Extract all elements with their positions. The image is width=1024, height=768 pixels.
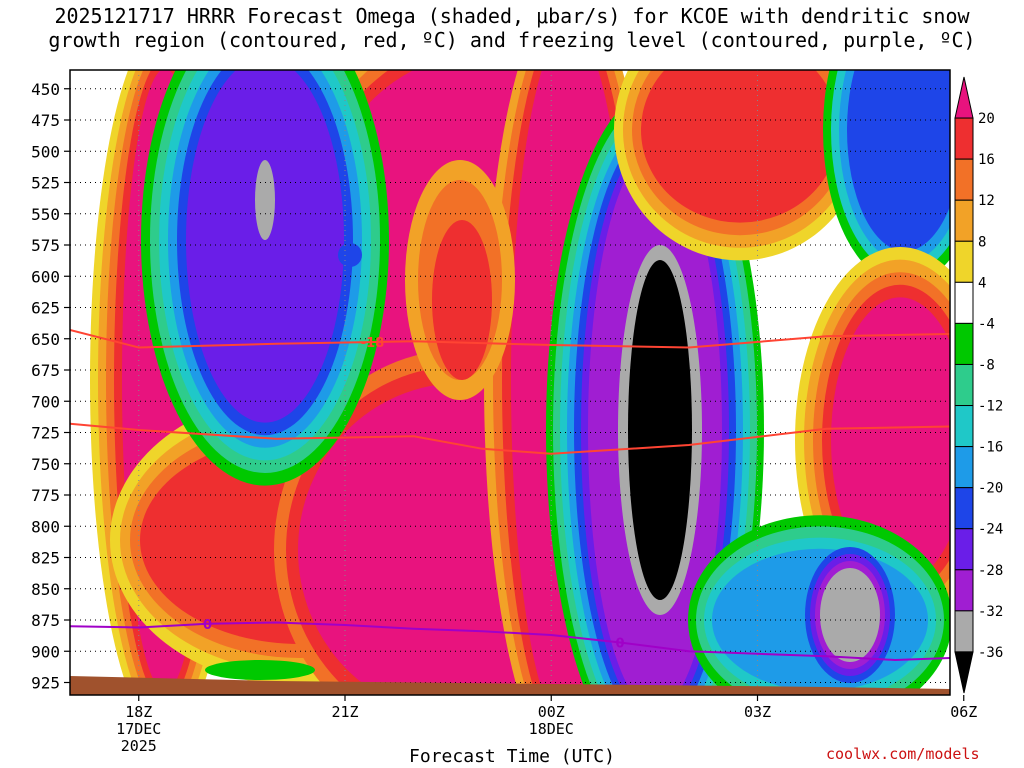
contour-line-2 bbox=[70, 621, 950, 662]
omega-shade bbox=[432, 220, 492, 380]
colorbar-label: 20 bbox=[978, 111, 995, 127]
y-tick-label: 775 bbox=[31, 486, 60, 505]
colorbar-swatch bbox=[954, 158, 974, 201]
colorbar-swatch bbox=[954, 528, 974, 571]
y-tick-label: 700 bbox=[31, 392, 60, 411]
y-tick-label: 600 bbox=[31, 267, 60, 286]
colorbar-swatch bbox=[954, 610, 974, 653]
x-tick-label: 03Z bbox=[744, 703, 771, 721]
colorbar-swatch bbox=[954, 240, 974, 283]
x-tick-label: 00Z bbox=[538, 703, 565, 721]
colorbar-swatch bbox=[954, 322, 974, 365]
colorbar-swatch bbox=[954, 199, 974, 242]
omega-shading bbox=[90, 70, 950, 695]
y-tick-label: 850 bbox=[31, 580, 60, 599]
omega-shade bbox=[641, 70, 839, 223]
x-tick-label: 21Z bbox=[331, 703, 358, 721]
colorbar-label: 4 bbox=[978, 275, 986, 291]
site-credit: coolwx.com/models bbox=[826, 745, 980, 763]
terrain-surface bbox=[70, 676, 950, 695]
y-tick-label: 675 bbox=[31, 361, 60, 380]
x-axis: 18Z17DEC202521Z00Z18DEC03Z06Z09Z bbox=[116, 695, 977, 755]
colorbar-label: 16 bbox=[978, 152, 995, 168]
title-line-2: growth region (contoured, red, ºC) and f… bbox=[48, 28, 976, 52]
omega-shade bbox=[205, 660, 315, 680]
colorbar-label: 8 bbox=[978, 234, 986, 250]
omega-shade bbox=[255, 160, 275, 240]
y-tick-label: 650 bbox=[31, 330, 60, 349]
colorbar-swatch bbox=[954, 405, 974, 448]
y-tick-label: 500 bbox=[31, 142, 60, 161]
contour-label: 0 bbox=[203, 618, 212, 633]
y-tick-label: 925 bbox=[31, 674, 60, 693]
y-tick-label: 575 bbox=[31, 236, 60, 255]
colorbar-label: -20 bbox=[978, 481, 1003, 497]
chart-title: 2025121717 HRRR Forecast Omega (shaded, … bbox=[0, 4, 1024, 52]
colorbar-label: -28 bbox=[978, 563, 1003, 579]
colorbar-swatch bbox=[954, 487, 974, 530]
x-tick-label: 18DEC bbox=[529, 720, 574, 738]
y-tick-label: 800 bbox=[31, 517, 60, 536]
omega-shade bbox=[186, 70, 344, 423]
x-tick-label: 17DEC bbox=[116, 720, 161, 738]
y-tick-label: 900 bbox=[31, 642, 60, 661]
x-tick-label: 2025 bbox=[121, 737, 157, 755]
colorbar-swatch bbox=[954, 117, 974, 160]
colorbar-label: -32 bbox=[978, 604, 1003, 620]
colorbar-swatch bbox=[954, 651, 974, 694]
colorbar-label: -8 bbox=[978, 357, 995, 373]
colorbar: 20 16 12 8 4 -4 -8 -12 -16 -20 -24 -28 -32 -36 bbox=[954, 76, 1003, 694]
colorbar-swatch bbox=[954, 363, 974, 407]
colorbar-swatch bbox=[954, 76, 974, 119]
colorbar-swatch bbox=[954, 569, 974, 612]
y-tick-label: 725 bbox=[31, 424, 60, 443]
title-line-1: 2025121717 HRRR Forecast Omega (shaded, … bbox=[54, 4, 970, 28]
y-tick-label: 750 bbox=[31, 455, 60, 474]
omega-shade bbox=[628, 260, 692, 600]
contour-line-0 bbox=[70, 329, 950, 349]
omega-shade bbox=[847, 70, 950, 252]
colorbar-label: -12 bbox=[978, 399, 1003, 415]
gridlines bbox=[70, 70, 950, 695]
contour-line-1 bbox=[70, 422, 950, 455]
colorbar-label: -36 bbox=[978, 645, 1003, 661]
y-tick-label: 525 bbox=[31, 174, 60, 193]
y-tick-label: 550 bbox=[31, 205, 60, 224]
omega-shade bbox=[338, 243, 362, 267]
y-tick-label: 450 bbox=[31, 80, 60, 99]
contour-label: -18 bbox=[361, 336, 385, 351]
y-tick-label: 875 bbox=[31, 611, 60, 630]
colorbar-label: -24 bbox=[978, 522, 1003, 538]
colorbar-swatch bbox=[954, 446, 974, 489]
y-tick-label: 625 bbox=[31, 299, 60, 318]
x-axis-label: Forecast Time (UTC) bbox=[409, 746, 615, 767]
y-tick-label: 475 bbox=[31, 111, 60, 130]
omega-shade bbox=[820, 568, 880, 662]
omega-shade bbox=[831, 297, 950, 583]
x-tick-label: 18Z bbox=[125, 703, 152, 721]
y-tick-label: 825 bbox=[31, 549, 60, 568]
y-axis: 450 475 500 525 550 575 600 625 650 675 700 725 750 7… bbox=[31, 80, 70, 693]
contour-label: 0 bbox=[615, 637, 624, 652]
colorbar-swatch bbox=[954, 281, 974, 324]
colorbar-label: -4 bbox=[978, 316, 995, 332]
contour-lines: -18-18-12000 bbox=[70, 329, 1004, 662]
colorbar-label: 12 bbox=[978, 193, 995, 209]
contour-label: -12 bbox=[980, 421, 1004, 436]
plot-frame bbox=[69, 69, 951, 696]
colorbar-label: -16 bbox=[978, 440, 1003, 456]
x-tick-label: 06Z bbox=[950, 703, 977, 721]
